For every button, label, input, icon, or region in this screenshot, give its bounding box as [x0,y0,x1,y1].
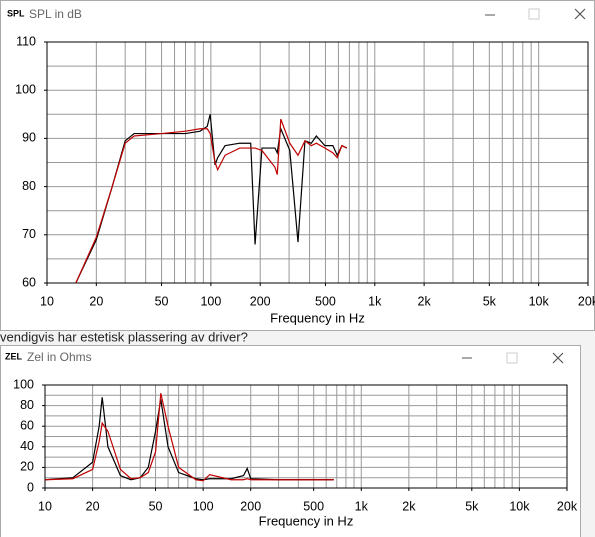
x-tick-label: 10 [40,294,54,308]
window-title: Zel in Ohms [27,350,92,364]
x-tick-label: 10 [38,499,52,513]
maximize-button[interactable] [506,352,518,364]
y-tick-label: 60 [22,275,36,289]
x-tick-label: 20 [86,499,100,513]
x-tick-label: 50 [155,294,169,308]
x-axis-label: Frequency in Hz [259,513,354,528]
x-tick-label: 500 [303,499,324,513]
y-tick-label: 100 [13,377,34,391]
x-tick-label: 1k [355,499,369,513]
close-button[interactable] [552,352,564,364]
x-tick-label: 5k [483,294,497,308]
x-tick-label: 1k [368,294,382,308]
x-tick-label: 2k [402,499,416,513]
x-tick-label: 200 [240,499,261,513]
close-button[interactable] [574,8,586,20]
y-tick-label: 40 [20,439,34,453]
data-line [44,397,334,481]
x-tick-label: 20k [557,499,578,513]
y-tick-label: 80 [22,179,36,193]
data-line [44,393,334,482]
plot-border [46,41,589,284]
window-title: SPL in dB [29,7,82,21]
y-tick-label: 70 [22,227,36,241]
x-tick-label: 500 [315,294,336,308]
x-tick-label: 20 [89,294,103,308]
x-tick-label: 100 [200,294,221,308]
x-tick-label: 10k [529,294,550,308]
y-tick-label: 0 [27,480,34,494]
x-tick-label: 200 [250,294,271,308]
y-tick-label: 100 [15,82,36,96]
window-icon: ZEL [5,351,23,361]
y-tick-label: 60 [20,418,34,432]
maximize-button[interactable] [528,8,540,20]
x-axis-label: Frequency in Hz [270,310,365,325]
x-tick-label: 20k [578,294,595,308]
y-tick-label: 20 [20,460,34,474]
x-tick-label: 10k [509,499,530,513]
background-text: vendigvis har estetisk plassering av dri… [0,329,248,344]
x-tick-label: 50 [149,499,163,513]
x-tick-label: 100 [193,499,214,513]
x-tick-label: 5k [465,499,479,513]
plot-border [44,384,568,489]
y-tick-label: 80 [20,398,34,412]
y-tick-label: 90 [22,131,36,145]
window-icon: SPL [7,8,25,18]
x-tick-label: 2k [418,294,432,308]
data-line [75,118,348,284]
y-tick-label: 110 [16,34,36,48]
